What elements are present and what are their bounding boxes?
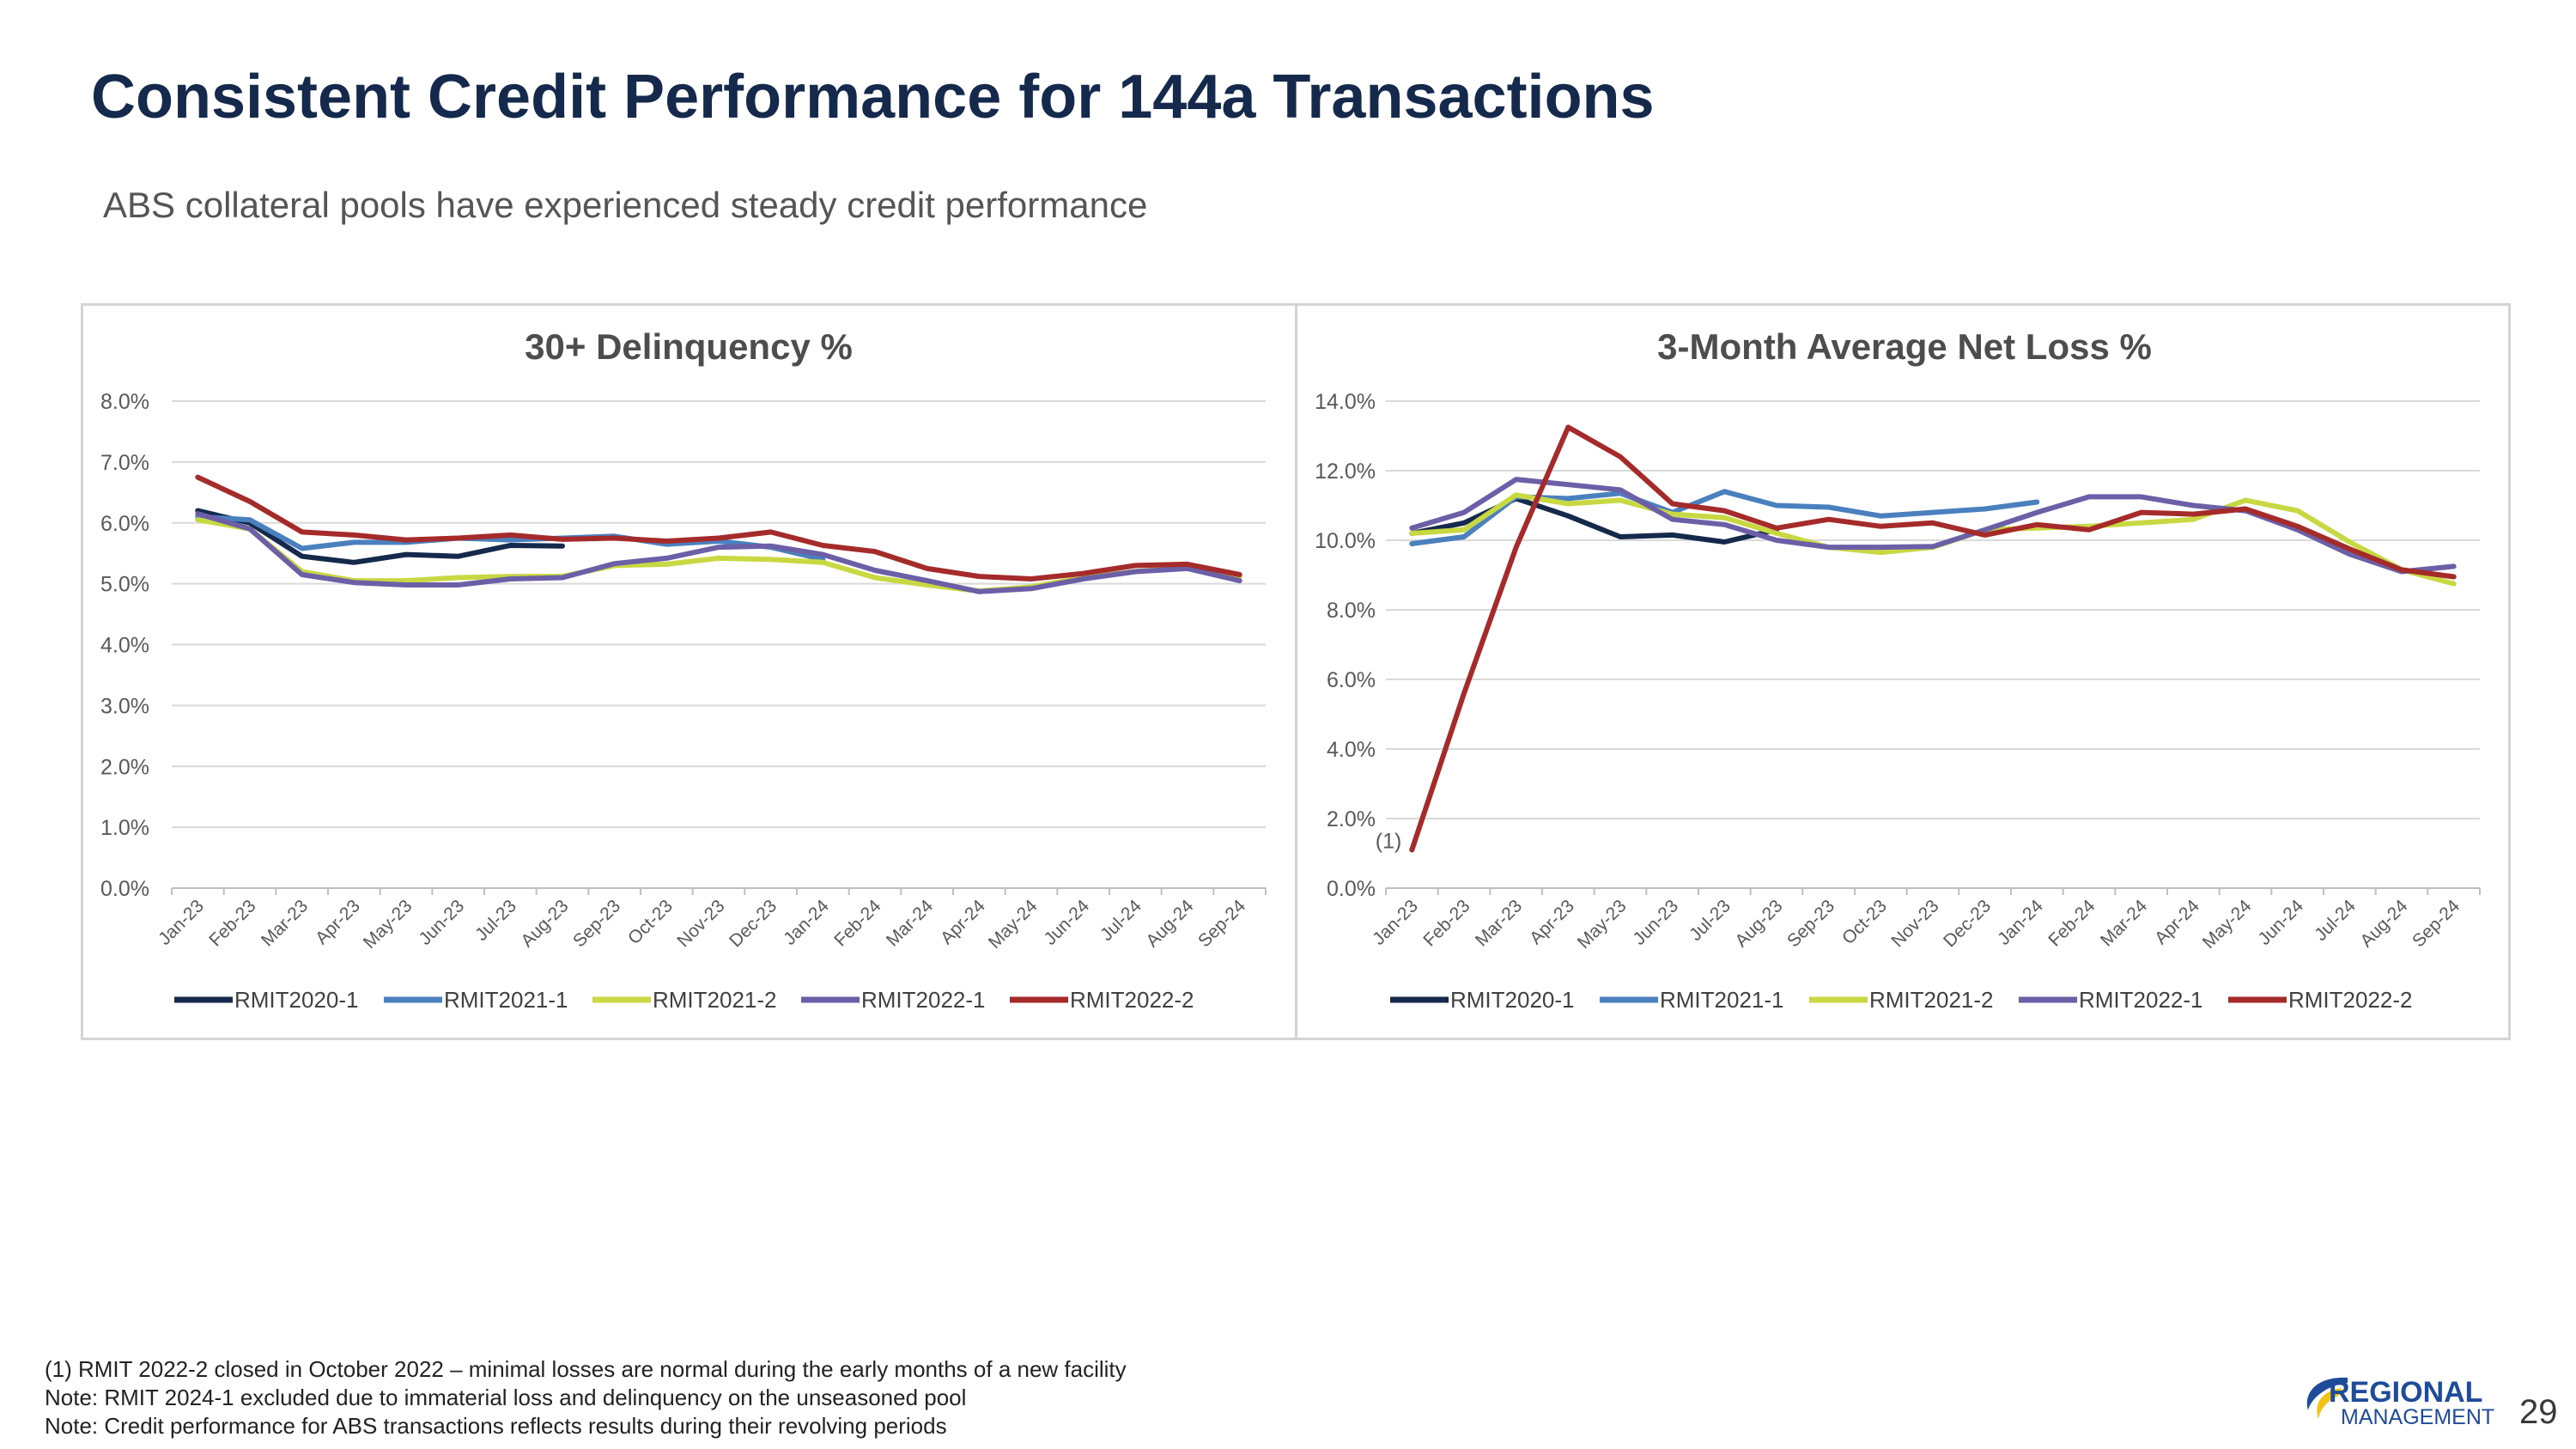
chart1-xtick-label: May-23 <box>360 896 416 953</box>
chart2-xtick-label: Oct-23 <box>1838 896 1891 948</box>
chart2-xtick-label: May-24 <box>2199 896 2256 953</box>
chart1-xtick-label: Jan-24 <box>780 896 833 949</box>
chart2-annotation: (1) <box>1376 829 1402 853</box>
chart1-series-rmit2022-1 <box>195 511 1242 594</box>
chart2-legend-label: RMIT2022-2 <box>2288 987 2413 1013</box>
chart1-xtick-label: May-24 <box>985 896 1042 953</box>
chart1-xtick-label: Oct-23 <box>624 896 677 948</box>
chart1-xtick-label: Jul-23 <box>471 896 520 945</box>
chart1-legend-label: RMIT2021-2 <box>653 987 777 1013</box>
chart2-xtick-label: Apr-23 <box>1526 896 1578 948</box>
chart1-xtick-label: Nov-23 <box>673 896 728 951</box>
chart2-xtick-label: Dec-23 <box>1940 896 1995 951</box>
chart2-xtick-label: Sep-24 <box>2409 896 2464 951</box>
chart2-legend-label: RMIT2022-1 <box>2079 987 2203 1013</box>
chart2-xtick-label: Jan-23 <box>1369 896 1422 949</box>
logo-text-bottom: MANAGEMENT <box>2341 1405 2494 1429</box>
chart2-series-rmit2020-1 <box>1409 496 1779 545</box>
chart2-xtick-label: Jul-24 <box>2311 896 2360 945</box>
chart1-legend-label: RMIT2021-1 <box>444 987 568 1013</box>
chart1-xtick-label: Jun-24 <box>1041 896 1094 949</box>
chart1-xtick-label: Jul-24 <box>1097 896 1145 945</box>
chart1-series-rmit2022-2 <box>195 474 1242 581</box>
chart2-legend-label: RMIT2020-1 <box>1450 987 1575 1013</box>
chart1-xtick-label: Apr-24 <box>937 896 989 948</box>
chart1-ytick-label: 7.0% <box>100 451 149 475</box>
chart2-ytick-label: 4.0% <box>1327 738 1376 762</box>
chart2-series-rmit2022-1 <box>1409 477 2457 575</box>
chart2-ytick-label: 10.0% <box>1315 529 1376 553</box>
chart2-xtick-label: Jun-24 <box>2255 896 2308 949</box>
chart1-xtick-label: Jan-23 <box>155 896 208 949</box>
chart1-ytick-label: 3.0% <box>100 694 149 718</box>
chart2-xtick-label: Jan-24 <box>1994 896 2047 949</box>
chart1-ytick-label: 2.0% <box>100 755 149 779</box>
chart2-xtick-label: Nov-23 <box>1887 896 1942 951</box>
chart2-ytick-label: 12.0% <box>1315 460 1376 484</box>
chart1-xtick-label: Jun-23 <box>416 896 469 949</box>
chart1-xtick-label: Dec-23 <box>726 896 781 951</box>
chart1-xtick-label: Sep-24 <box>1194 896 1249 951</box>
chart1-ytick-label: 5.0% <box>100 573 149 597</box>
chart2-ytick-label: 14.0% <box>1315 390 1376 414</box>
chart2-xtick-label: Mar-24 <box>2097 896 2152 951</box>
regional-management-logo: REGIONAL MANAGEMENT <box>2306 1376 2494 1429</box>
chart2-xtick-label: Jul-23 <box>1686 896 1735 945</box>
chart1-xtick-label: Feb-23 <box>205 896 259 950</box>
chart2-xtick-label: Aug-24 <box>2356 896 2411 951</box>
chart1-series-rmit2020-1 <box>195 508 565 565</box>
chart1-xtick-label: Sep-23 <box>569 896 624 951</box>
chart1-legend-label: RMIT2022-1 <box>861 987 986 1013</box>
footnote-2: Note: RMIT 2024-1 excluded due to immate… <box>45 1385 967 1410</box>
chart2-series-rmit2021-2 <box>1409 492 2457 587</box>
chart1-xtick-label: Mar-24 <box>883 896 938 951</box>
chart2-xtick-label: Jun-23 <box>1630 896 1683 949</box>
chart2-xtick-label: Feb-23 <box>1419 896 1473 950</box>
chart1-legend-label: RMIT2020-1 <box>234 987 359 1013</box>
chart2-xtick-label: Apr-24 <box>2151 896 2203 948</box>
page-subtitle: ABS collateral pools have experienced st… <box>103 185 1148 225</box>
chart2-legend-label: RMIT2021-2 <box>1869 987 1994 1013</box>
page-title: Consistent Credit Performance for 144a T… <box>91 63 1655 131</box>
footnotes: (1) RMIT 2022-2 closed in October 2022 –… <box>45 1355 1127 1440</box>
chart2-title: 3-Month Average Net Loss % <box>1657 326 2152 367</box>
chart2-xtick-label: May-23 <box>1574 896 1631 953</box>
chart2-xtick-label: Mar-23 <box>1472 896 1526 950</box>
footnote-1: (1) RMIT 2022-2 closed in October 2022 –… <box>45 1356 1127 1382</box>
chart1-xtick-label: Mar-23 <box>258 896 312 950</box>
chart1-ytick-label: 4.0% <box>100 634 149 658</box>
chart2-xtick-label: Feb-24 <box>2044 896 2099 951</box>
chart1-legend-label: RMIT2022-2 <box>1070 987 1194 1013</box>
logo-swoosh-yellow-icon <box>2317 1388 2344 1419</box>
charts-divider <box>1295 303 1297 1040</box>
logo-swoosh-blue-icon <box>2306 1377 2348 1410</box>
footnote-3: Note: Credit performance for ABS transac… <box>45 1413 947 1439</box>
page-number: 29 <box>2519 1393 2558 1431</box>
chart2-legend-label: RMIT2021-1 <box>1660 987 1784 1013</box>
chart1-xtick-label: Aug-24 <box>1142 896 1197 951</box>
chart2-ytick-label: 2.0% <box>1327 807 1376 831</box>
chart1-ytick-label: 0.0% <box>100 877 149 901</box>
chart2-xtick-label: Aug-23 <box>1731 896 1786 951</box>
chart2-ytick-label: 6.0% <box>1327 668 1376 692</box>
chart1-xtick-label: Aug-23 <box>517 896 572 951</box>
chart2-xtick-label: Sep-23 <box>1783 896 1838 951</box>
chart1-xtick-label: Apr-23 <box>312 896 364 948</box>
chart1-title: 30+ Delinquency % <box>525 326 853 367</box>
chart2-ytick-label: 8.0% <box>1327 599 1376 623</box>
chart1-xtick-label: Feb-24 <box>830 896 885 951</box>
chart2-series-rmit2022-2 <box>1409 424 2457 853</box>
chart1-ytick-label: 6.0% <box>100 512 149 536</box>
chart1-ytick-label: 1.0% <box>100 816 149 840</box>
chart2-ytick-label: 0.0% <box>1327 877 1376 901</box>
logo-text-top: REGIONAL <box>2329 1376 2482 1409</box>
chart1-ytick-label: 8.0% <box>100 390 149 414</box>
chart1-series-rmit2021-1 <box>195 514 826 563</box>
